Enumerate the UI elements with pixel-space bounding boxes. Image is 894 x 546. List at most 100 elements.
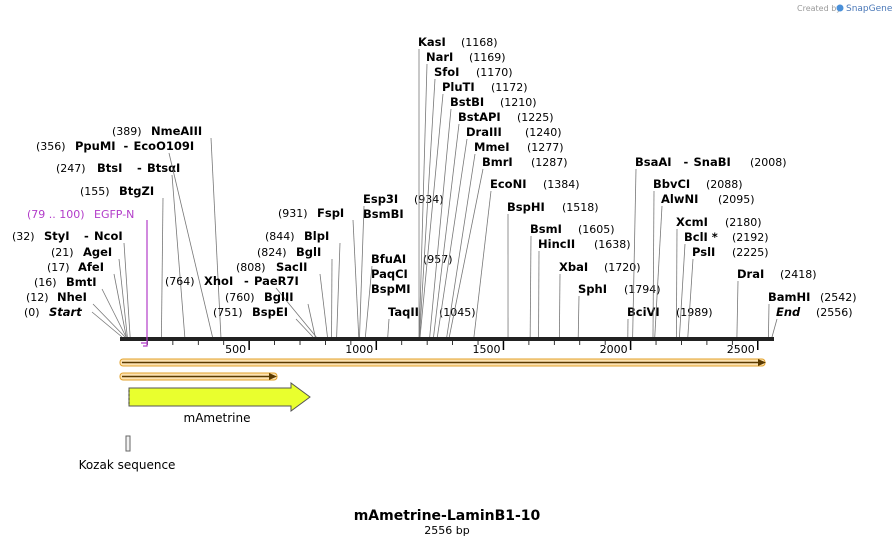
site-name[interactable]: BstAPI	[458, 110, 501, 124]
site-blpi[interactable]: (844) BlpI	[265, 229, 341, 338]
site-name[interactable]: BglI	[296, 245, 321, 259]
site-bstapi[interactable]: (1225) BstAPI	[433, 110, 554, 338]
site-btgzi[interactable]: (155) BtgZI	[80, 184, 164, 338]
site-sacii[interactable]: (808) SacII	[236, 260, 328, 338]
site-name-alt[interactable]: NcoI	[94, 229, 123, 243]
site-name-alt2[interactable]: BspMI	[371, 282, 411, 296]
site-start[interactable]: (0) Start	[24, 305, 123, 338]
site-name[interactable]: BsaAI	[635, 155, 672, 169]
mametrine-arrow-icon[interactable]	[128, 382, 311, 412]
primer-name[interactable]: EGFP-N	[94, 208, 134, 221]
site-name[interactable]: FspI	[317, 206, 344, 220]
site-bcli[interactable]: (2192) BclI *	[679, 230, 769, 338]
site-name[interactable]: BlpI	[304, 229, 329, 243]
site-agei[interactable]: (21) AgeI	[51, 245, 128, 338]
site-name[interactable]: AgeI	[83, 245, 112, 259]
site-bmri[interactable]: (1287) BmrI	[448, 155, 568, 338]
site-name[interactable]: TaqII	[388, 305, 419, 319]
feature-kozak[interactable]: Kozak sequence	[79, 435, 176, 472]
site-drai[interactable]: (2418) DraI	[736, 267, 817, 338]
site-bsmi[interactable]: (1605) BsmI	[529, 222, 615, 338]
site-name[interactable]: NheI	[57, 290, 87, 304]
site-name[interactable]: SphI	[578, 282, 607, 296]
site-name-alt[interactable]: EcoO109I	[134, 139, 195, 153]
site-nmeaiii[interactable]: (389) NmeAIII	[112, 124, 222, 338]
site-name[interactable]: AlwNI	[661, 192, 698, 206]
site-bamhi[interactable]: (2542) BamHI	[768, 290, 857, 338]
site-name-alt[interactable]: BtsαI	[147, 161, 180, 175]
site-bbvci[interactable]: (2088) BbvCI	[652, 177, 743, 338]
site-bgli[interactable]: (824) BglI	[257, 245, 333, 338]
site-name[interactable]: XhoI	[204, 274, 233, 288]
site-name[interactable]: BciVI	[627, 305, 660, 319]
site-alwni[interactable]: (2095) AlwNI	[654, 192, 755, 338]
site-bsaai[interactable]: (2008) BsaAI - SnaBI	[632, 155, 787, 338]
site-name[interactable]: BspHI	[507, 200, 545, 214]
site-name-alt[interactable]: BsmBI	[363, 207, 404, 221]
site-econi[interactable]: (1384) EcoNI	[473, 177, 580, 338]
site-mmei[interactable]: (1277) MmeI	[446, 140, 564, 338]
site-xhoi[interactable]: (764) XhoI - PaeR7I	[165, 274, 317, 338]
site-name[interactable]: BmtI	[66, 275, 97, 289]
site-name[interactable]: NmeAIII	[151, 124, 202, 138]
site-name[interactable]: EcoNI	[490, 177, 526, 191]
site-name[interactable]: BtsI	[97, 161, 122, 175]
site-bcivi[interactable]: (1989) BciVI	[627, 305, 713, 338]
site-name[interactable]: BglII	[264, 290, 294, 304]
site-name[interactable]: DraIII	[466, 125, 502, 139]
site-name[interactable]: AfeI	[78, 260, 104, 274]
site-end[interactable]: (2556) End	[771, 305, 853, 338]
site-name[interactable]: BbvCI	[653, 177, 690, 191]
site-bsphi[interactable]: (1518) BspHI	[507, 200, 599, 338]
kozak-box[interactable]	[125, 435, 131, 452]
site-name[interactable]: SacII	[276, 260, 307, 274]
site-name[interactable]: PluTI	[442, 80, 475, 94]
site-draiii[interactable]: (1240) DraIII	[436, 125, 562, 338]
site-name-alt[interactable]: PaeR7I	[254, 274, 299, 288]
site-name[interactable]: BfuAI	[371, 252, 406, 266]
site-name[interactable]: PpuMI	[75, 139, 116, 153]
site-name[interactable]: Start	[49, 305, 82, 319]
feature-mametrine[interactable]: mAmetrine	[128, 382, 311, 425]
site-name[interactable]: DraI	[737, 267, 764, 281]
site-name[interactable]: StyI	[44, 229, 70, 243]
site-name[interactable]: XbaI	[559, 260, 588, 274]
site-name[interactable]: BsmI	[530, 222, 562, 236]
site-name[interactable]: HincII	[538, 237, 575, 251]
primer-egfp-n[interactable]: (79 .. 100) EGFP-N	[27, 208, 148, 347]
site-name[interactable]: KasI	[418, 35, 446, 49]
site-bmti[interactable]: (16) BmtI	[34, 275, 127, 338]
site-name[interactable]: BstBI	[450, 95, 484, 109]
site-afei[interactable]: (17) AfeI	[47, 260, 127, 338]
site-hincii[interactable]: (1638) HincII	[538, 237, 631, 338]
site-nari[interactable]: (1169) NarI	[418, 50, 506, 338]
site-nhei[interactable]: (12) NheI	[26, 290, 126, 338]
site-bglii[interactable]: (760) BglII	[225, 290, 316, 338]
site-psli[interactable]: (2225) PslI	[687, 245, 769, 338]
site-name-alt[interactable]: SnaBI	[694, 155, 731, 169]
site-name[interactable]: SfoI	[434, 65, 459, 79]
site-bspei[interactable]: (751) BspEI	[213, 305, 314, 338]
site-bstbi[interactable]: (1210) BstBI	[429, 95, 537, 338]
site-name[interactable]: BamHI	[768, 290, 810, 304]
site-name[interactable]: MmeI	[474, 140, 510, 154]
site-name[interactable]: BtgZI	[119, 184, 154, 198]
site-name[interactable]: PslI	[692, 245, 715, 259]
site-name[interactable]: BclI *	[684, 230, 718, 244]
site-xcmi[interactable]: (2180) XcmI	[675, 215, 762, 338]
site-ppumi[interactable]: (356) PpuMI - EcoO109I	[36, 139, 213, 338]
site-name[interactable]: End	[776, 305, 801, 319]
site-name[interactable]: BmrI	[482, 155, 513, 169]
site-styi[interactable]: (32) StyI - NcoI	[12, 229, 131, 338]
site-name[interactable]: NarI	[426, 50, 453, 64]
site-name[interactable]: Esp3I	[363, 192, 398, 206]
site-sfoi[interactable]: (1170) SfoI	[419, 65, 513, 338]
site-kasi[interactable]: (1168) KasI	[418, 35, 498, 338]
site-taqii[interactable]: (1045) TaqII	[387, 305, 476, 338]
site-name[interactable]: BspEI	[252, 305, 288, 319]
site-pluti[interactable]: (1172) PluTI	[419, 80, 528, 338]
site-name[interactable]: XcmI	[676, 215, 708, 229]
site-fspi[interactable]: (931) FspI	[278, 206, 360, 338]
